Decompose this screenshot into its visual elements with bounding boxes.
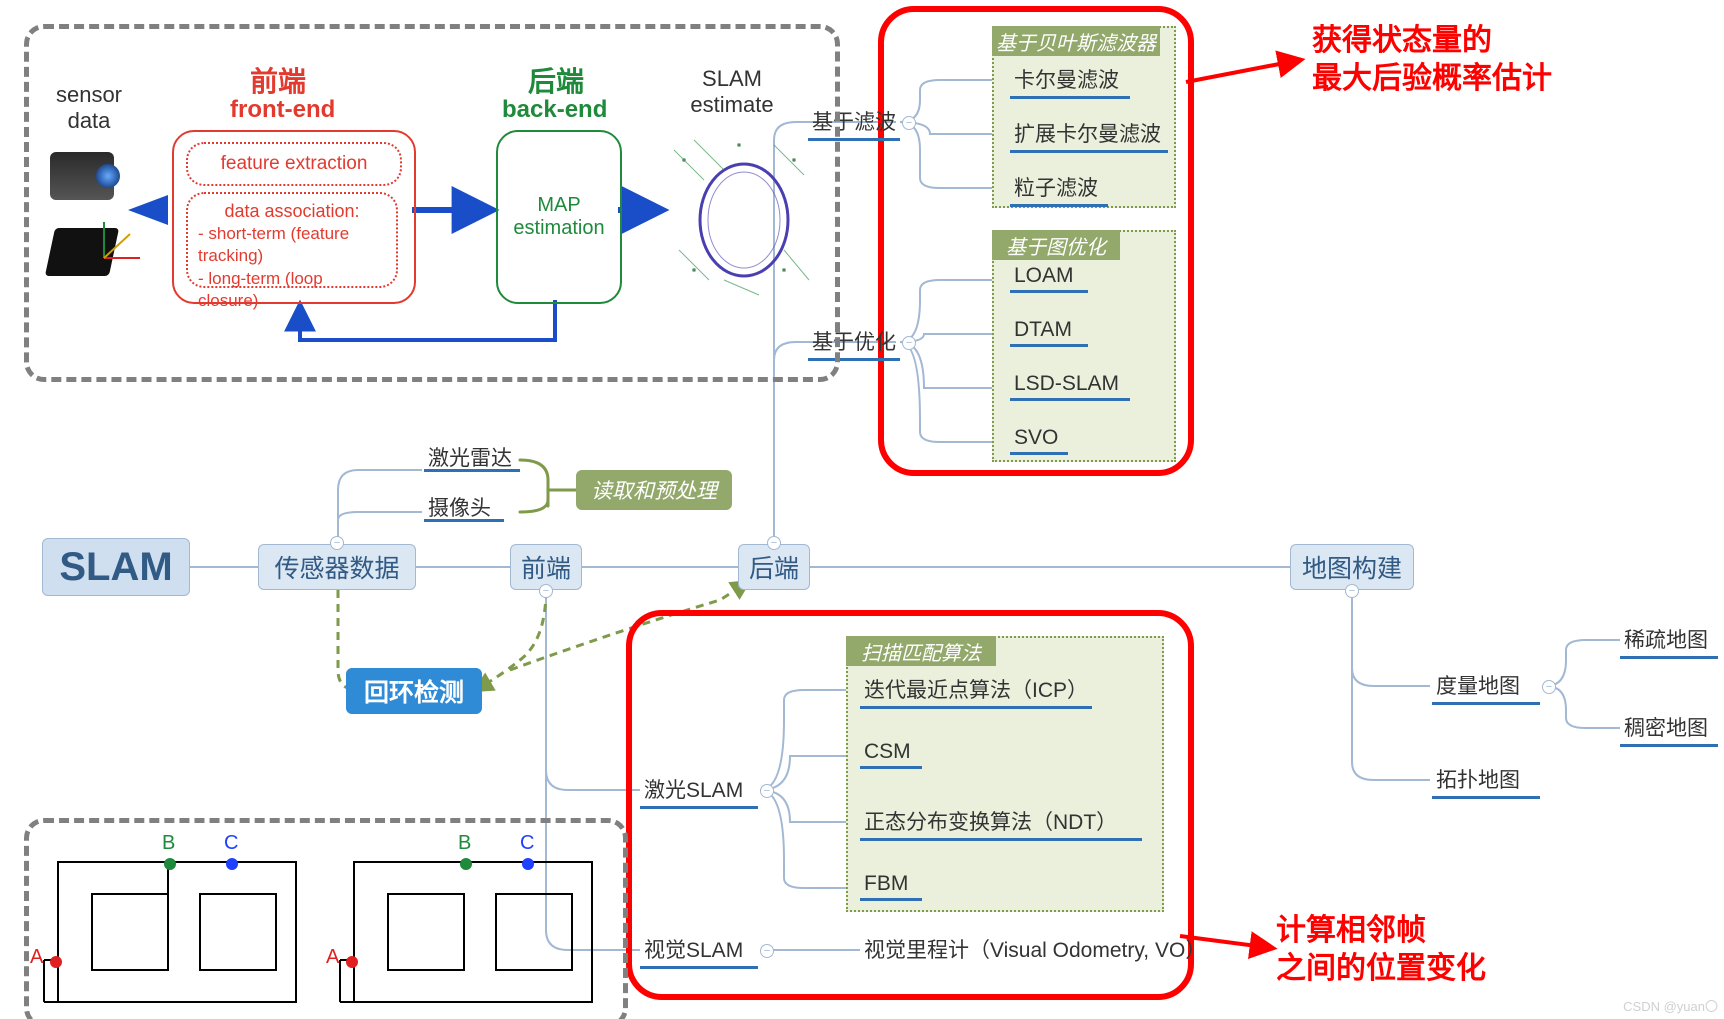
da-title: data association: [198, 200, 386, 223]
collapse-icon: − [767, 536, 781, 550]
label-A-right: A [326, 946, 339, 969]
node-loop: 回环检测 [346, 668, 482, 714]
fe-da-box: data association: - short-term (feature … [186, 192, 398, 288]
be-label-cn: 后端 [528, 60, 584, 100]
label-B-left: B [162, 832, 175, 855]
leaf-fbm: FBM [860, 870, 922, 901]
diagram-stage: 基于贝叶斯滤波器 基于图优化 扫描匹配算法 SLAM 传感器数据 − 前端 − … [0, 0, 1724, 1019]
imu-axes-icon [96, 216, 146, 266]
leaf-metric-label: 度量地图 [1432, 668, 1540, 705]
estimate-sketch [664, 130, 814, 300]
sensor-data-label: sensor data [46, 82, 132, 134]
collapse-icon: − [902, 336, 916, 350]
node-sensors: 传感器数据 [258, 544, 416, 590]
label-A-left: A [30, 946, 43, 969]
estimate-label: SLAM estimate [672, 66, 792, 118]
collapse-icon: − [1345, 584, 1359, 598]
camera-lens-icon [96, 164, 120, 188]
bottom-dashed-panel [24, 818, 628, 1019]
watermark: CSDN @yuan〇 [1623, 996, 1718, 1015]
leaf-lidar: 激光雷达 [424, 444, 520, 472]
leaf-ndt: 正态分布变换算法（NDT） [860, 804, 1142, 841]
fe-fext-box: feature extraction [186, 142, 402, 186]
greentag-lidar: 扫描匹配算法 [846, 636, 996, 666]
leaf-icp: 迭代最近点算法（ICP） [860, 672, 1092, 709]
annot-frontend-l1: 计算相邻帧 [1276, 912, 1486, 950]
da-l1: - short-term (feature tracking) [198, 223, 386, 267]
collapse-icon: − [539, 584, 553, 598]
sensor-tag: 读取和预处理 [576, 470, 732, 510]
label-B-right: B [458, 832, 471, 855]
leaf-dense: 稠密地图 [1620, 710, 1718, 747]
leaf-visualslam-label: 视觉SLAM [640, 932, 758, 969]
leaf-kalman: 卡尔曼滤波 [1010, 62, 1130, 99]
leaf-lsdslam: LSD-SLAM [1010, 370, 1130, 401]
leaf-topo: 拓扑地图 [1432, 762, 1540, 799]
fe-label-en: front-end [230, 96, 335, 124]
greentag-opt: 基于图优化 [992, 230, 1120, 260]
root-node: SLAM [42, 538, 190, 596]
be-box: MAP estimation [496, 130, 622, 304]
annot-frontend: 计算相邻帧 之间的位置变化 [1276, 912, 1486, 987]
annot-backend-l1: 获得状态量的 [1312, 22, 1552, 60]
annot-frontend-l2: 之间的位置变化 [1276, 950, 1486, 988]
leaf-svo: SVO [1010, 424, 1068, 455]
leaf-dtam: DTAM [1010, 316, 1088, 347]
annot-backend: 获得状态量的 最大后验概率估计 [1312, 22, 1552, 97]
da-l2: - long-term (loop closure) [198, 268, 386, 312]
leaf-vo: 视觉里程计（Visual Odometry, VO） [860, 932, 1240, 966]
leaf-csm: CSM [860, 738, 922, 769]
leaf-loam: LOAM [1010, 262, 1088, 293]
leaf-camera: 摄像头 [424, 494, 504, 522]
be-label-en: back-end [502, 96, 607, 124]
leaf-particle: 粒子滤波 [1010, 170, 1108, 207]
label-C-right: C [520, 832, 534, 855]
collapse-icon: − [330, 536, 344, 550]
fe-label-cn: 前端 [250, 60, 306, 100]
collapse-icon: − [760, 784, 774, 798]
greentag-filter: 基于贝叶斯滤波器 [992, 26, 1160, 56]
annot-backend-l2: 最大后验概率估计 [1312, 60, 1552, 98]
leaf-lidarslam-label: 激光SLAM [640, 772, 758, 809]
collapse-icon: − [902, 116, 916, 130]
leaf-ekf: 扩展卡尔曼滤波 [1010, 116, 1168, 153]
collapse-icon: − [1542, 680, 1556, 694]
collapse-icon: − [760, 944, 774, 958]
label-C-left: C [224, 832, 238, 855]
node-backend: 后端 [738, 544, 810, 590]
leaf-sparse: 稀疏地图 [1620, 622, 1718, 659]
